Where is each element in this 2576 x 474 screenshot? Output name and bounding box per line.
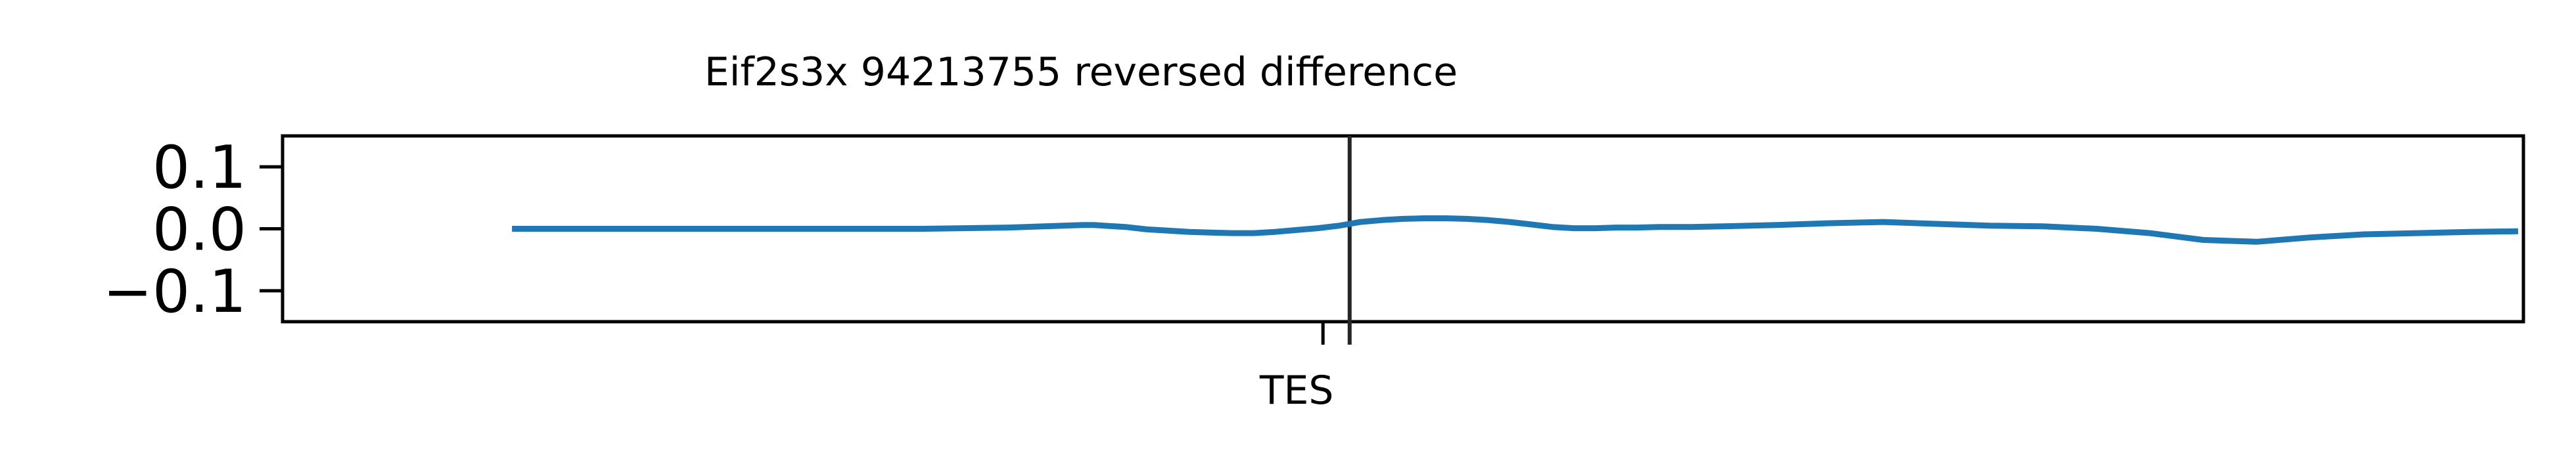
series-line: [512, 215, 2518, 245]
y-tick-label: −0.1: [103, 257, 246, 326]
x-axis: TES: [1259, 322, 1352, 414]
x-tick-label: TES: [1259, 368, 1334, 414]
chart-title: Eif2s3x 94213755 reversed difference: [704, 49, 1458, 95]
y-tick-label: 0.0: [152, 196, 246, 265]
y-axis: 0.10.0−0.1: [103, 133, 283, 326]
y-tick-label: 0.1: [152, 133, 246, 202]
